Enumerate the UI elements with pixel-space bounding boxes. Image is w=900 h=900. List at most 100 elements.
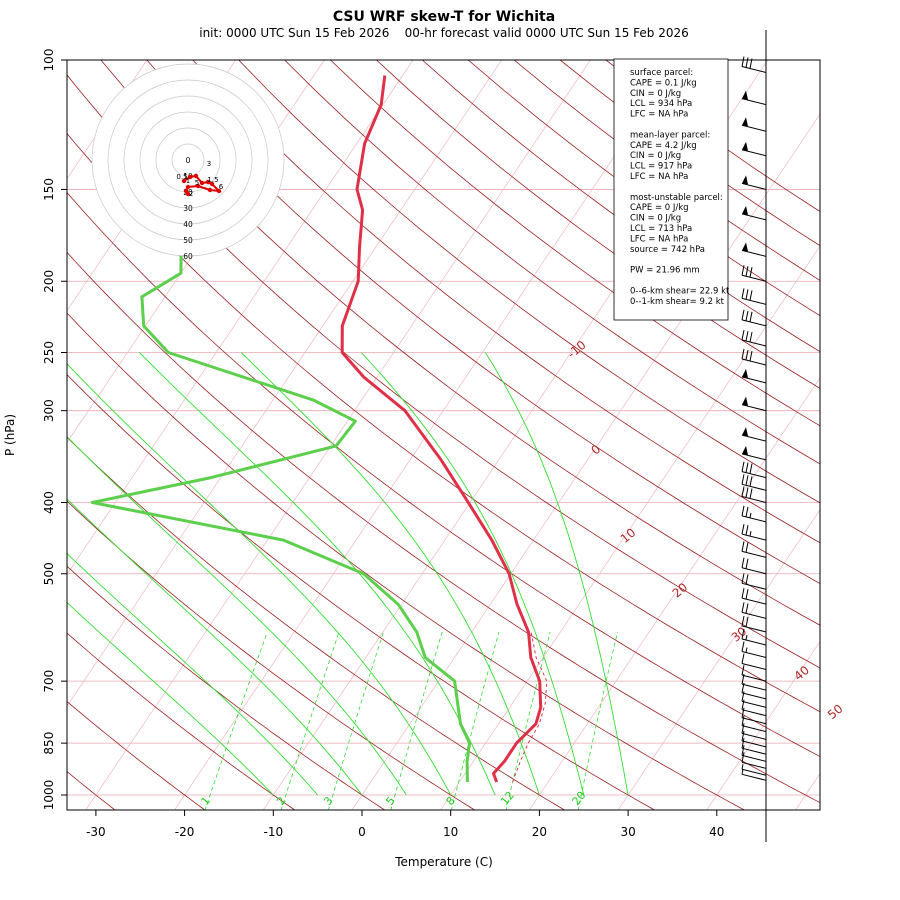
info-panel-line: CAPE = 0 J/kg [630,203,689,213]
wind-barb-flag [745,589,749,600]
wind-barb-flag [741,288,745,299]
wind-barb-staff [741,747,767,755]
moist-adiabat [67,601,274,796]
wind-barb [741,309,767,327]
mixing-ratio-line [577,631,618,810]
wind-barb-flag [749,58,753,69]
mixing-ratio-label: 8 [444,794,458,808]
wind-barb [741,396,767,412]
wind-barb [741,557,767,575]
info-panel-line: most-unstable parcel: [630,193,723,203]
info-panel-line: mean-layer parcel: [630,130,710,140]
wind-barb-flag [745,487,749,498]
mixing-ratio-line [390,631,443,810]
wind-barb-flag [749,331,753,343]
parcel-trace-line [512,631,548,783]
wind-barb [741,445,767,461]
isotherm-label: 10 [618,525,639,546]
hodograph-ring [91,63,285,257]
dry-adiabat [67,374,656,810]
dewpoint-line [90,232,472,783]
wind-barb-flag [741,541,745,552]
wind-barb-halfflag [749,531,752,537]
wind-barb-flag [745,266,749,277]
pressure-tick-label: 500 [42,562,56,585]
isotherm-line [440,245,820,810]
wind-barb-flag [741,309,745,320]
wind-barb-staff [741,663,767,671]
wind-barb-staff [741,740,767,748]
dry-adiabat [67,132,820,713]
info-panel-line: PW = 21.96 mm [630,266,700,276]
wind-barb-flag [749,311,753,322]
isotherm-label: 40 [791,663,812,684]
hodograph-point [205,179,211,185]
wind-barb-flag [749,267,753,278]
hodograph-point [209,181,215,187]
wind-barb-flag [745,475,749,486]
isotherm-line [67,60,414,575]
isotherm-line [67,60,502,707]
dry-adiabat [376,60,820,389]
isotherm-line [794,772,820,810]
wind-barb-halfflag [741,769,744,775]
wind-barb [741,288,767,305]
wind-barb-flag [741,348,745,360]
wind-barb [741,175,767,190]
wind-barb-staff [741,376,767,384]
wind-barb-staff [741,683,767,691]
dry-adiabat [67,312,746,810]
wind-barb-flag [741,56,745,67]
dry-adiabat [67,632,296,810]
wind-barb-flag [745,310,749,321]
wind-barb [741,505,767,523]
wind-barb [741,707,767,725]
wind-barb [741,141,767,157]
wind-barb [741,588,767,605]
wind-barb-flag [749,488,753,499]
wind-barb-flag [741,752,745,763]
wind-barb [741,738,767,755]
isotherm-line [351,113,820,810]
wind-barb-pennant [742,205,748,215]
moist-adiabat [484,352,629,796]
wind-barb-pennant [742,445,748,455]
wind-barb [741,752,767,769]
wind-barb-flag [745,289,749,300]
wind-barb-flag [741,745,745,756]
isotherm-line [528,377,820,810]
wind-barb-flag [741,265,745,276]
info-panel-line: source = 742 hPa [630,245,705,255]
wind-barb [741,665,767,682]
info-panel-line: surface parcel: [630,68,693,78]
pressure-tick-label: 200 [42,270,56,293]
temperature-tick-label: 30 [620,825,635,839]
wind-barb-pennant [742,117,748,127]
pressure-tick-label: 400 [42,491,56,514]
wind-barb-flag [741,723,745,734]
dry-adiabat [330,60,820,427]
mixing-ratio-label: 2 [274,794,288,808]
wind-barb-pennant [742,141,748,151]
hodograph-point [185,184,191,190]
hodograph-ring-label: 50 [183,236,193,245]
hodograph-point [193,173,199,179]
info-panel-line: CIN = 0 J/kg [630,89,681,99]
wind-barb-flag [741,486,745,497]
wind-barb-flag [741,653,745,664]
wind-barb [741,723,767,740]
temperature-tick-label: -30 [86,825,106,839]
wind-barb-staff [741,674,767,682]
dry-adiabat [559,60,820,247]
pressure-tick-label: 850 [42,732,56,755]
hodograph-point [181,178,187,184]
isotherm-line [706,640,820,810]
chart-subtitle: init: 0000 UTC Sun 15 Feb 2026 00-hr for… [199,26,689,40]
hodograph-level-label: 1 [186,177,190,185]
mixing-ratio-label: 5 [383,794,397,808]
wind-barb-flag [745,603,749,614]
wind-barb-staff [741,773,767,781]
wind-barb-staff [741,725,767,733]
mixing-ratio-label: 12 [498,789,517,808]
